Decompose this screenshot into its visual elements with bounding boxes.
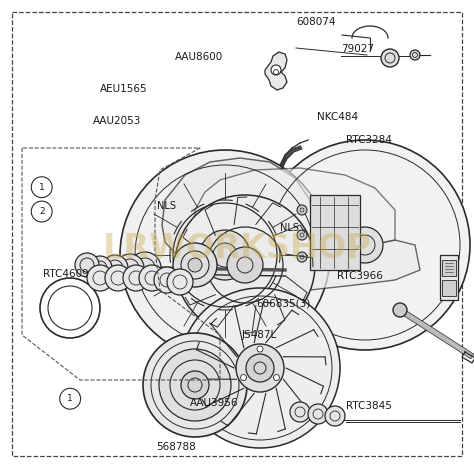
Circle shape (188, 258, 202, 272)
Text: RTC3966: RTC3966 (337, 271, 383, 281)
Text: AAU3956: AAU3956 (190, 398, 238, 409)
Circle shape (347, 227, 383, 263)
Polygon shape (195, 168, 395, 262)
Circle shape (105, 265, 131, 291)
Circle shape (393, 303, 407, 317)
Circle shape (325, 406, 345, 426)
Text: 1: 1 (39, 183, 45, 192)
Text: NLS: NLS (280, 223, 299, 234)
Circle shape (87, 265, 113, 291)
Text: RTC3845: RTC3845 (346, 401, 392, 411)
Circle shape (246, 354, 274, 382)
Circle shape (31, 177, 52, 197)
Text: RTC3284: RTC3284 (346, 135, 392, 146)
Circle shape (200, 230, 250, 280)
Circle shape (75, 253, 99, 277)
Text: 79027: 79027 (341, 44, 374, 54)
Circle shape (123, 265, 149, 291)
Circle shape (116, 254, 144, 282)
Text: 606835(3): 606835(3) (256, 298, 310, 308)
Circle shape (227, 247, 263, 283)
Circle shape (257, 346, 263, 352)
Circle shape (167, 269, 193, 295)
Circle shape (260, 140, 470, 350)
Text: LRWORKSHOP: LRWORKSHOP (103, 232, 371, 264)
Text: AEU1565: AEU1565 (100, 84, 147, 94)
Circle shape (154, 267, 180, 293)
Text: AAU2053: AAU2053 (92, 116, 141, 126)
Circle shape (240, 374, 246, 380)
Circle shape (236, 344, 284, 392)
Text: NLS: NLS (157, 201, 176, 211)
Text: RTC4609: RTC4609 (43, 269, 89, 279)
Circle shape (297, 230, 307, 240)
Circle shape (273, 374, 280, 380)
Circle shape (308, 404, 328, 424)
Circle shape (143, 333, 247, 437)
Circle shape (129, 252, 161, 284)
Circle shape (102, 255, 128, 281)
Circle shape (290, 402, 310, 422)
Circle shape (181, 371, 209, 399)
Bar (440, 255, 458, 300)
Text: 2: 2 (39, 207, 45, 216)
Circle shape (139, 265, 165, 291)
Circle shape (410, 50, 420, 60)
Circle shape (175, 195, 315, 335)
Text: 568788: 568788 (156, 442, 196, 452)
Text: AAU8600: AAU8600 (175, 52, 224, 62)
Bar (442, 280, 456, 296)
Polygon shape (162, 158, 312, 282)
Circle shape (180, 288, 340, 448)
Text: NKC484: NKC484 (317, 112, 358, 122)
Polygon shape (265, 52, 287, 90)
Text: JS487L: JS487L (242, 329, 277, 340)
Bar (442, 260, 456, 276)
Circle shape (271, 65, 281, 75)
Circle shape (297, 205, 307, 215)
Circle shape (88, 256, 112, 280)
Circle shape (60, 388, 81, 409)
Circle shape (159, 349, 231, 421)
Circle shape (120, 150, 330, 360)
Circle shape (381, 49, 399, 67)
Text: 1: 1 (67, 394, 73, 403)
Circle shape (31, 201, 52, 222)
Bar (310, 195, 360, 270)
Circle shape (173, 243, 217, 287)
Text: 608074: 608074 (296, 17, 336, 28)
Circle shape (297, 252, 307, 262)
Polygon shape (210, 240, 420, 290)
